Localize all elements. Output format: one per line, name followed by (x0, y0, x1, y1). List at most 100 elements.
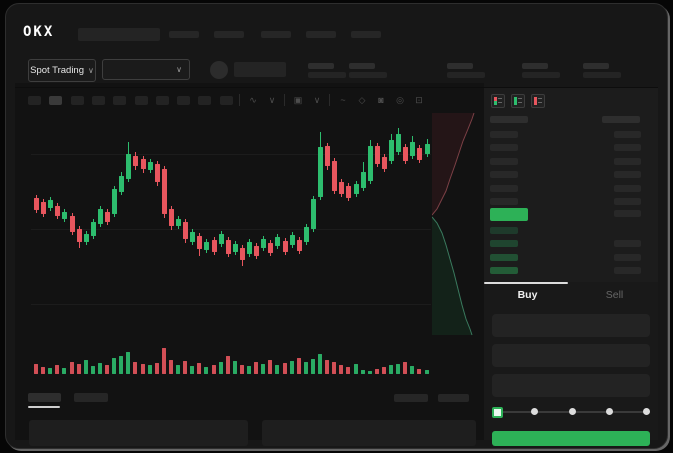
last-price-highlight (490, 208, 528, 221)
pair-dropdown[interactable]: ∨ (102, 59, 190, 80)
ask-row-amount-placeholder (614, 171, 641, 179)
bottom-tab-active-placeholder[interactable] (28, 393, 61, 402)
ask-row-price-placeholder[interactable] (490, 131, 518, 138)
candle-body (368, 146, 373, 181)
market-type-dropdown[interactable]: Spot Trading ∨ (28, 59, 96, 82)
layout-icon[interactable]: ▣ (293, 95, 303, 105)
subheader-divider (15, 87, 658, 88)
tag-icon[interactable]: ◇ (358, 95, 366, 105)
volume-bar (183, 361, 187, 374)
chevron-down-icon[interactable]: ∨ (313, 95, 321, 105)
timeframe-button-placeholder[interactable] (113, 96, 127, 105)
slider-stop[interactable] (606, 408, 613, 415)
bottom-action-placeholder[interactable] (438, 394, 469, 402)
bid-row-price-placeholder[interactable] (490, 253, 518, 261)
price-input-placeholder[interactable] (492, 314, 650, 337)
slider-stop[interactable] (569, 408, 576, 415)
ask-row-price-placeholder[interactable] (490, 171, 518, 179)
nav-item-placeholder[interactable] (214, 31, 244, 38)
timeframe-button-placeholder[interactable] (134, 96, 148, 105)
app-window: OKX Spot Trading ∨ ∨ ∿ ∨ ▣ ∨ ~ ◇ ◙ ◎ ⊡ (5, 3, 668, 449)
candlestick-chart[interactable] (31, 112, 431, 336)
volume-bar (354, 364, 358, 374)
chart-gridline (31, 304, 431, 305)
timeframe-button-placeholder[interactable] (177, 96, 191, 105)
timeframe-button-placeholder[interactable] (70, 96, 84, 105)
volume-bar (70, 362, 74, 374)
ask-row-price-placeholder[interactable] (490, 144, 518, 152)
fullscreen-icon[interactable]: ⊡ (415, 95, 423, 105)
chevron-down-icon[interactable]: ∨ (268, 95, 276, 105)
candle-body (297, 240, 302, 251)
indicator-zigzag-icon[interactable]: ∿ (249, 95, 257, 105)
candle-body (268, 243, 273, 253)
ask-row-price-placeholder[interactable] (490, 157, 518, 165)
ticker-stat-label-placeholder (583, 63, 609, 69)
candle-body (410, 142, 415, 156)
bottom-tab-placeholder[interactable] (74, 393, 108, 402)
timeframe-button-placeholder[interactable] (49, 96, 63, 105)
amount-slider[interactable] (492, 407, 650, 418)
candle-body (283, 241, 288, 252)
candle-body (254, 246, 259, 256)
tab-sell[interactable]: Sell (605, 289, 624, 301)
timeframe-button-placeholder[interactable] (91, 96, 105, 105)
candle-body (119, 176, 124, 192)
ask-row-price-placeholder[interactable] (490, 184, 518, 192)
bid-row-price-placeholder[interactable] (490, 267, 518, 275)
bottom-action-placeholder[interactable] (394, 394, 428, 402)
volume-bar (275, 365, 279, 374)
volume-bar (332, 362, 336, 374)
trade-tab-bar: Buy Sell (484, 282, 658, 306)
buy-submit-button[interactable] (492, 431, 650, 446)
candle-body (240, 248, 245, 260)
volume-bar (148, 365, 152, 374)
icon-stripe (494, 97, 497, 105)
nav-item-placeholder[interactable] (169, 31, 199, 38)
bid-row-amount-placeholder (614, 240, 641, 248)
bottom-tab-underline (28, 406, 60, 408)
slider-stop[interactable] (531, 408, 538, 415)
amount-input-placeholder[interactable] (492, 344, 650, 367)
bid-row-price-placeholder[interactable] (490, 240, 518, 248)
line-tool-icon[interactable]: ~ (340, 95, 346, 105)
orderbook-bids-view-icon[interactable] (511, 94, 525, 108)
volume-bar (346, 367, 350, 374)
candle-body (176, 219, 181, 226)
slider-stop[interactable] (643, 408, 650, 415)
volume-pane[interactable] (31, 340, 431, 374)
candle-body (133, 156, 138, 166)
active-tab-indicator (484, 282, 568, 284)
volume-bar (325, 360, 329, 374)
settings-icon[interactable]: ◎ (396, 95, 404, 105)
depth-chart[interactable] (432, 111, 484, 337)
bid-row-price-placeholder[interactable] (490, 227, 518, 234)
volume-bar (105, 365, 109, 374)
ticker-stat-label-placeholder (349, 63, 375, 69)
candle-body (84, 234, 89, 242)
timeframe-button-placeholder[interactable] (28, 96, 41, 105)
tab-buy[interactable]: Buy (517, 289, 538, 301)
icon-stripe-seg (534, 101, 537, 105)
nav-item-placeholder[interactable] (351, 31, 381, 38)
orderbook-asks-view-icon[interactable] (531, 94, 545, 108)
icon-line (498, 102, 502, 103)
timeframe-button-placeholder[interactable] (219, 96, 233, 105)
timeframe-button-placeholder[interactable] (198, 96, 212, 105)
volume-bar (190, 366, 194, 374)
slider-handle[interactable] (492, 407, 503, 418)
timeframe-button-placeholder[interactable] (155, 96, 169, 105)
volume-bar (41, 367, 45, 374)
candle-body (247, 242, 252, 254)
search-placeholder[interactable] (78, 28, 160, 41)
orderbook-split-view-icon[interactable] (491, 94, 505, 108)
nav-item-placeholder[interactable] (261, 31, 291, 38)
volume-bar (34, 364, 38, 374)
volume-bar (133, 362, 137, 374)
ask-row-price-placeholder[interactable] (490, 198, 518, 205)
ob-mid-amount-placeholder (614, 210, 641, 217)
nav-item-placeholder[interactable] (306, 31, 336, 38)
total-input-placeholder[interactable] (492, 374, 650, 397)
volume-bar (254, 362, 258, 374)
camera-icon[interactable]: ◙ (378, 95, 384, 105)
